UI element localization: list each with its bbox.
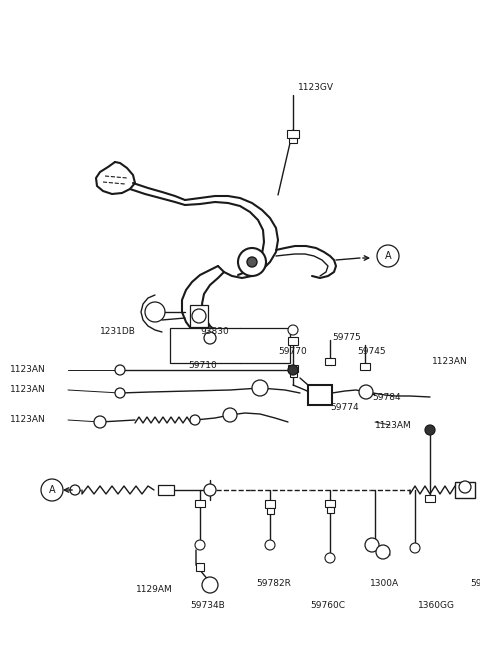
Circle shape <box>376 545 390 559</box>
Text: 59782L: 59782L <box>470 579 480 587</box>
Bar <box>287 130 299 138</box>
Circle shape <box>115 388 125 398</box>
Bar <box>195 500 205 507</box>
Circle shape <box>459 481 471 493</box>
Bar <box>325 500 335 507</box>
Circle shape <box>190 415 200 425</box>
Bar <box>425 495 435 502</box>
Circle shape <box>265 540 275 550</box>
Text: 59770: 59770 <box>278 348 307 357</box>
Bar <box>289 138 297 143</box>
Text: A: A <box>48 485 55 495</box>
Circle shape <box>223 408 237 422</box>
Bar <box>360 363 370 370</box>
Circle shape <box>238 248 266 276</box>
Bar <box>290 372 297 377</box>
Text: 59745: 59745 <box>357 348 385 357</box>
Text: 1123AN: 1123AN <box>10 386 46 394</box>
Circle shape <box>115 365 125 375</box>
Bar <box>158 485 174 495</box>
Bar <box>455 482 475 498</box>
Text: 1231DB: 1231DB <box>100 327 136 336</box>
Bar <box>288 365 298 372</box>
Bar <box>196 563 204 571</box>
Circle shape <box>70 485 80 495</box>
Circle shape <box>410 543 420 553</box>
Bar <box>170 328 290 363</box>
Circle shape <box>365 538 379 552</box>
Circle shape <box>247 257 257 267</box>
Text: 1123AN: 1123AN <box>10 365 46 374</box>
Text: 59774: 59774 <box>330 403 359 413</box>
Text: 1129AM: 1129AM <box>136 585 173 595</box>
Text: 1360GG: 1360GG <box>418 602 455 610</box>
Text: 93830: 93830 <box>200 327 229 336</box>
Text: 1123AN: 1123AN <box>432 357 468 367</box>
Text: 1300A: 1300A <box>370 579 399 587</box>
Circle shape <box>288 325 298 335</box>
Text: 59775: 59775 <box>332 332 361 342</box>
Circle shape <box>359 385 373 399</box>
Text: 59784: 59784 <box>372 394 401 403</box>
Bar <box>325 358 335 365</box>
Circle shape <box>425 425 435 435</box>
Text: 59782R: 59782R <box>256 579 291 587</box>
Circle shape <box>145 302 165 322</box>
Circle shape <box>192 309 206 323</box>
Circle shape <box>377 245 399 267</box>
Text: 1123AM: 1123AM <box>375 420 412 430</box>
Text: 1123GV: 1123GV <box>298 83 334 93</box>
Bar <box>288 337 298 345</box>
Text: 1123AN: 1123AN <box>10 415 46 424</box>
Bar <box>265 500 275 508</box>
Circle shape <box>325 553 335 563</box>
Circle shape <box>252 380 268 396</box>
Circle shape <box>204 332 216 344</box>
Circle shape <box>94 416 106 428</box>
Text: A: A <box>384 251 391 261</box>
Text: 59710: 59710 <box>188 361 217 369</box>
Bar <box>190 305 208 327</box>
Bar <box>327 507 334 513</box>
Bar <box>308 385 332 405</box>
Circle shape <box>202 577 218 593</box>
Bar <box>267 508 274 514</box>
Text: 59734B: 59734B <box>190 602 225 610</box>
Circle shape <box>41 479 63 501</box>
Circle shape <box>204 484 216 496</box>
Text: 59760C: 59760C <box>310 602 345 610</box>
Circle shape <box>195 540 205 550</box>
Circle shape <box>288 365 298 375</box>
